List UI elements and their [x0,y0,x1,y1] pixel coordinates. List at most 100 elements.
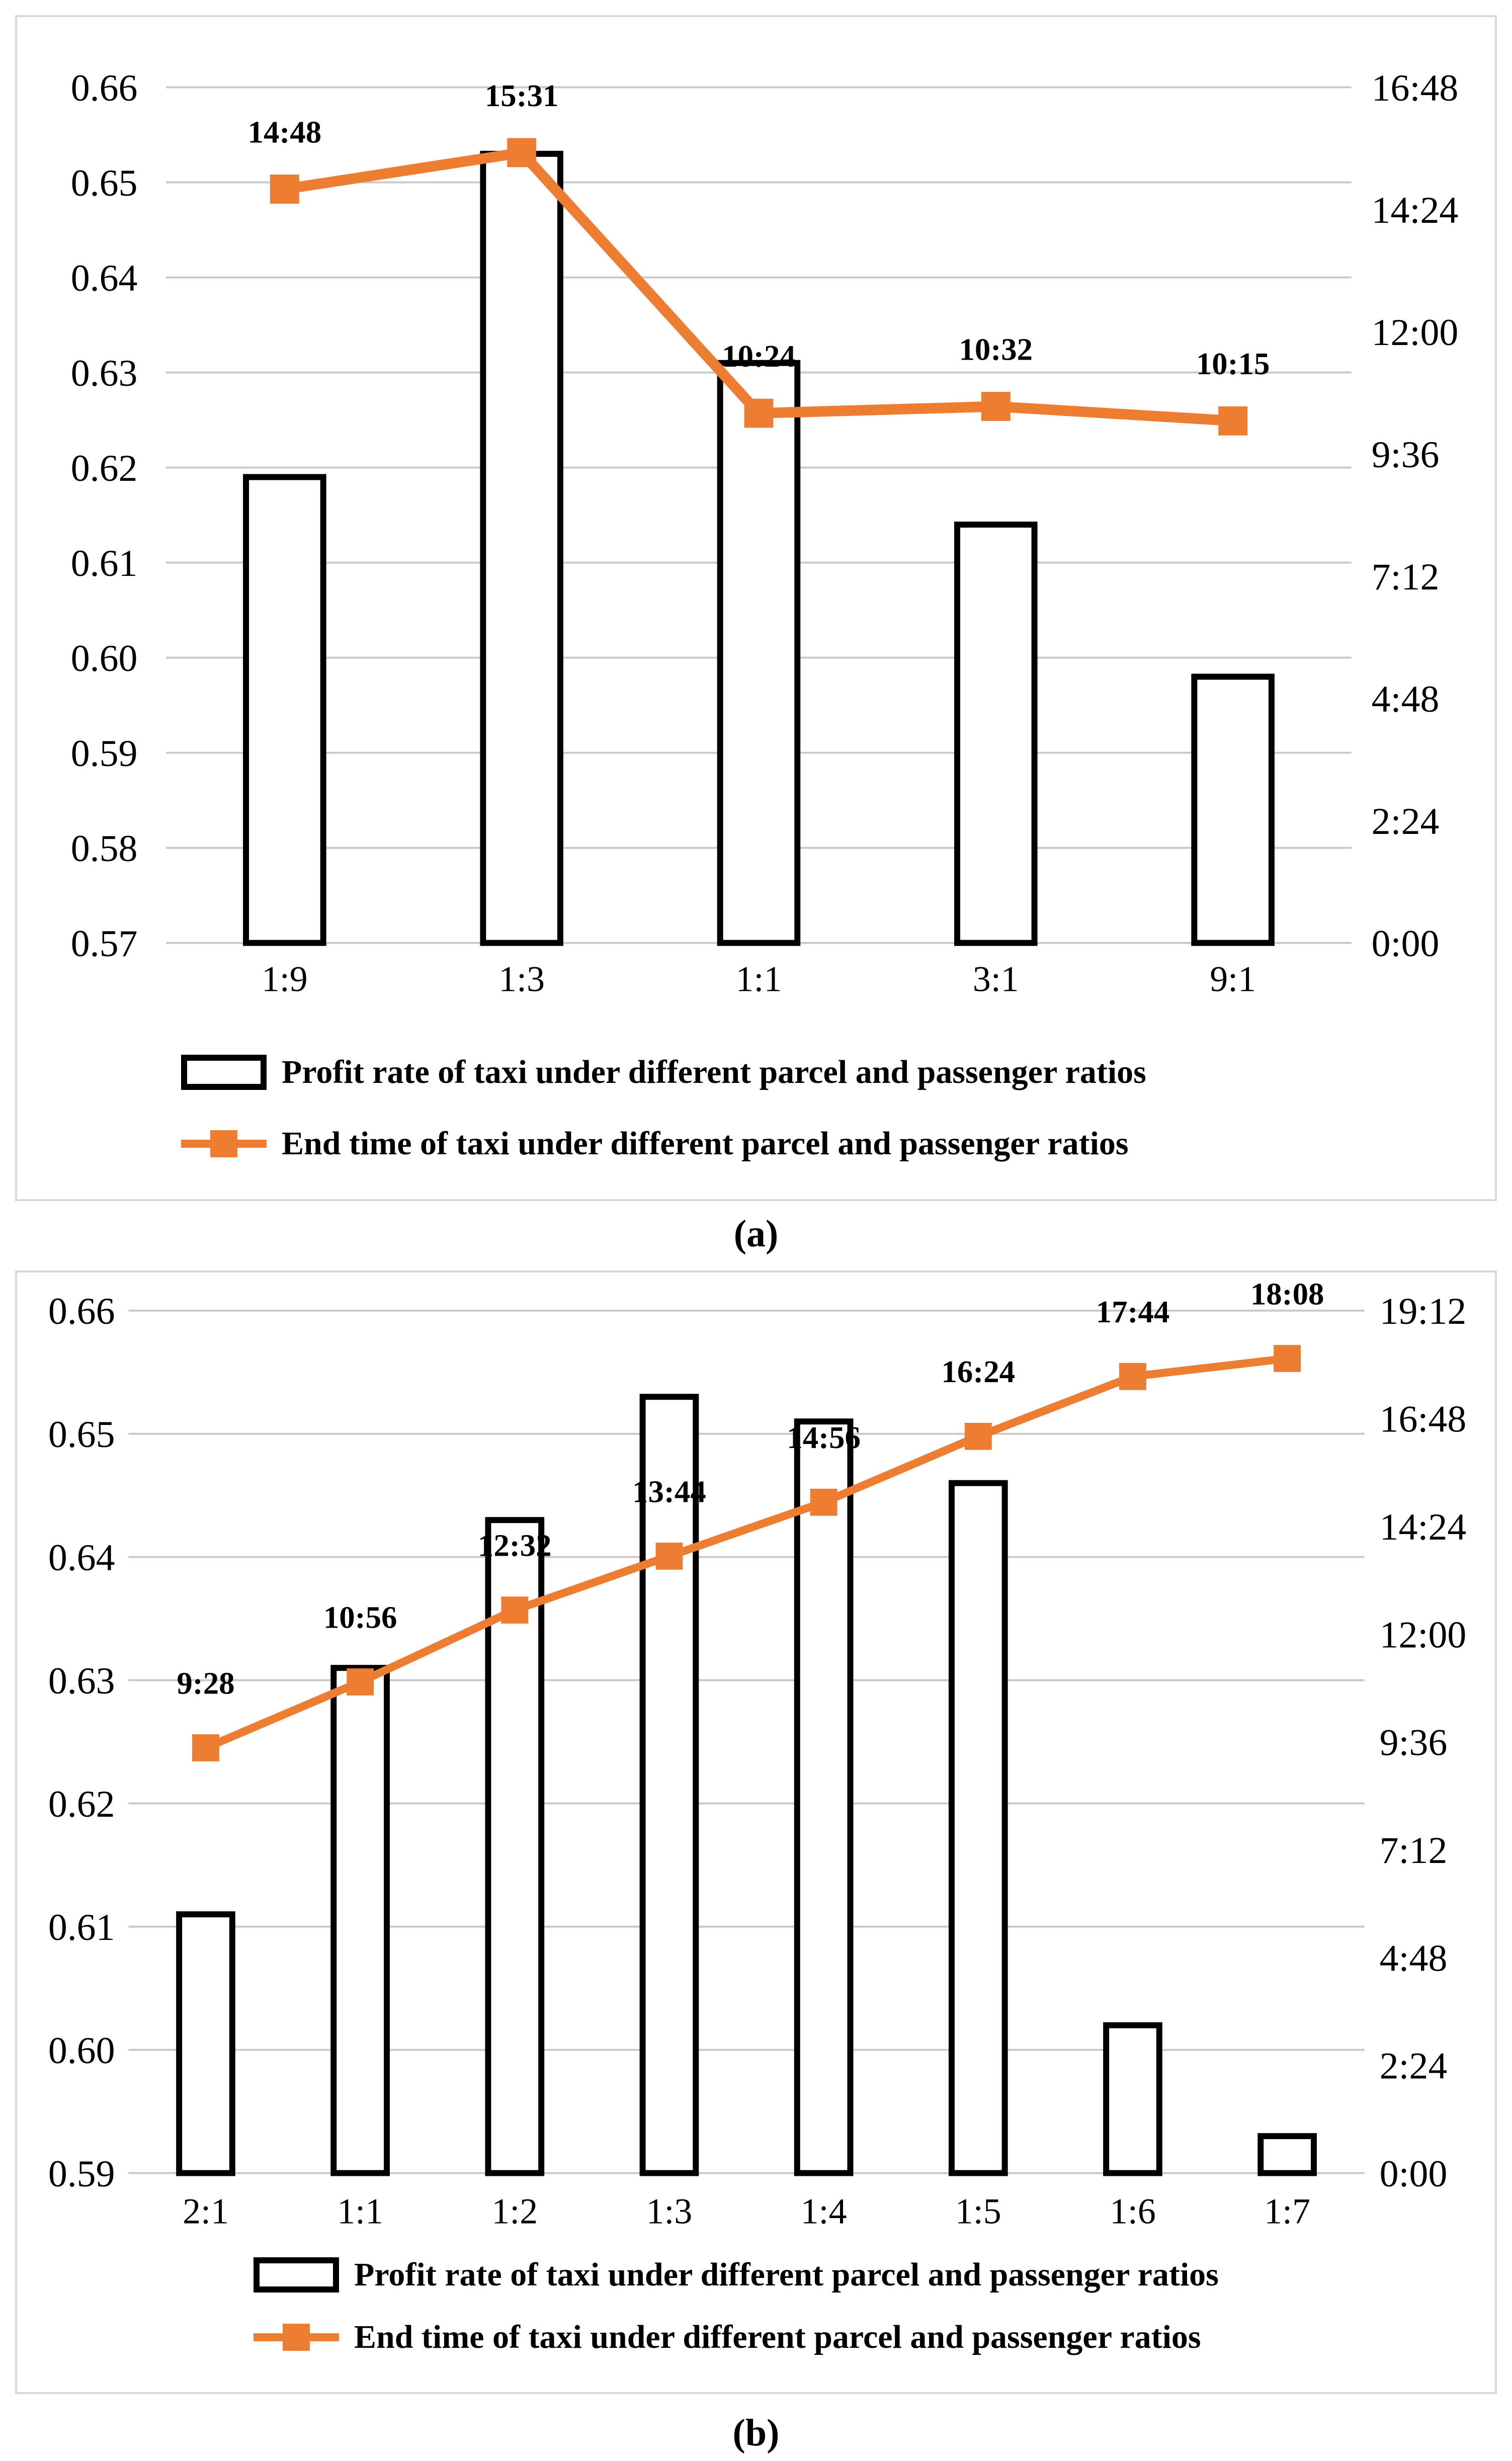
bar [176,1911,235,2176]
chart-panel-b: 0.66 0.65 0.64 0.63 0.62 0.61 0.60 0.59 19:12 16:… [15,1270,1497,2394]
data-label: 10:15 [1196,346,1270,381]
left-axis-tick: 0.61 [48,1906,115,1948]
left-axis-tick: 0.62 [71,447,138,489]
left-axis-tick: 0.66 [71,67,138,109]
data-label: 12:32 [478,1528,552,1563]
right-axis-tick: 12:00 [1372,311,1459,354]
left-axis-tick: 0.57 [71,922,138,965]
bar-swatch-icon [181,1055,267,1090]
data-label: 15:31 [485,78,559,113]
legend-label-end-time: End time of taxi under different parcel … [282,1125,1129,1162]
right-axis-tick: 16:48 [1372,67,1459,109]
right-axis-tick: 2:24 [1372,800,1440,842]
right-axis-tick: 12:00 [1380,1614,1467,1656]
legend-label-profit-rate: Profit rate of taxi under different parc… [354,2256,1219,2293]
right-axis-tick: 4:48 [1372,678,1440,720]
left-axis-tick: 0.59 [48,2153,115,2195]
data-label: 14:56 [787,1420,861,1455]
caption-a: (a) [733,1213,779,1255]
legend-item-end-time: End time of taxi under different parcel … [181,1126,1146,1161]
right-axis-tick: 14:24 [1372,189,1459,231]
data-label: 16:24 [942,1354,1016,1389]
right-axis-tick: 16:48 [1380,1398,1467,1440]
bar [948,1480,1008,2176]
right-axis-tick: 19:12 [1380,1290,1467,1332]
line-marker [1218,406,1248,436]
bar [485,1517,545,2176]
line-marker-swatch-icon [181,1126,267,1161]
left-axis-tick: 0.65 [71,162,138,204]
line-marker-swatch-icon [254,2320,339,2355]
left-axis-tick: 0.66 [48,1290,115,1332]
bar [954,522,1038,946]
line-marker [507,138,537,167]
x-axis-tick: 1:7 [1264,2191,1310,2231]
right-axis-tick: 7:12 [1380,1829,1448,1872]
line-marker [270,175,299,204]
line-marker [964,1422,992,1450]
right-axis-tick: 9:36 [1372,434,1440,476]
legend-item-profit-rate: Profit rate of taxi under different parc… [254,2257,1219,2293]
data-label: 10:24 [722,338,796,374]
bar [1191,673,1275,946]
right-axis-tick: 0:00 [1372,922,1440,965]
right-axis-tick: 0:00 [1380,2153,1448,2195]
data-label: 17:44 [1096,1294,1170,1329]
x-axis-tick: 1:1 [736,959,782,999]
left-axis-tick: 0.59 [71,732,138,775]
line-marker [347,1668,374,1695]
x-axis-tick: 1:6 [1110,2191,1156,2231]
left-axis-tick: 0.60 [71,637,138,680]
left-axis-tick: 0.64 [71,257,138,299]
left-axis-tick: 0.62 [48,1783,115,1825]
bar [1103,2022,1162,2176]
x-axis-tick: 1:9 [262,959,308,999]
left-axis-tick: 0.60 [48,2029,115,2072]
left-axis-tick: 0.64 [48,1537,115,1579]
data-label: 14:48 [248,114,322,149]
data-label: 9:28 [177,1666,234,1701]
caption-b: (b) [732,2412,780,2454]
bar [794,1418,854,2176]
x-axis-tick: 1:5 [955,2191,1001,2231]
right-axis-tick: 7:12 [1372,556,1440,598]
x-axis-tick: 9:1 [1210,959,1256,999]
legend-b: Profit rate of taxi under different parc… [254,2257,1219,2355]
line-marker [192,1734,219,1761]
right-axis-tick: 14:24 [1380,1506,1467,1548]
line-marker [981,392,1011,421]
right-axis-tick: 9:36 [1380,1722,1448,1764]
chart-a-canvas: 0.66 0.65 0.64 0.63 0.62 0.61 0.60 0.59 0.58 0.57… [71,67,1459,999]
left-axis-tick: 0.61 [71,542,138,584]
left-axis-tick: 0.63 [71,352,138,394]
line-marker [744,398,774,428]
bar [717,360,801,946]
x-axis-tick: 1:2 [491,2191,538,2231]
data-label: 13:44 [632,1474,706,1509]
right-axis-tick: 4:48 [1380,1937,1448,1979]
bar [480,150,563,946]
legend-item-end-time: End time of taxi under different parcel … [254,2320,1219,2355]
right-axis-tick: 2:24 [1380,2045,1448,2087]
line-marker [1119,1363,1146,1390]
line-series [204,1354,1288,1752]
line-marker [501,1596,529,1624]
bar [639,1394,699,2176]
legend-label-profit-rate: Profit rate of taxi under different parc… [282,1054,1146,1090]
line-marker [655,1543,683,1570]
chart-b-canvas: 0.66 0.65 0.64 0.63 0.62 0.61 0.60 0.59 19:12 16:… [48,1276,1467,2231]
legend-label-end-time: End time of taxi under different parcel … [354,2319,1201,2355]
bar [1257,2133,1317,2176]
bar [330,1665,390,2176]
legend-item-profit-rate: Profit rate of taxi under different parc… [181,1055,1146,1090]
left-axis-tick: 0.63 [48,1660,115,1702]
bar-swatch-icon [254,2257,339,2293]
data-label: 10:32 [959,331,1033,367]
chart-panel-a: 0.66 0.65 0.64 0.63 0.62 0.61 0.60 0.59 0.58 0.57… [15,15,1497,1201]
left-axis-tick: 0.65 [48,1413,115,1456]
line-marker [810,1488,837,1516]
left-axis-tick: 0.58 [71,827,138,870]
line-marker [1274,1345,1301,1372]
x-axis-tick: 2:1 [183,2191,229,2231]
